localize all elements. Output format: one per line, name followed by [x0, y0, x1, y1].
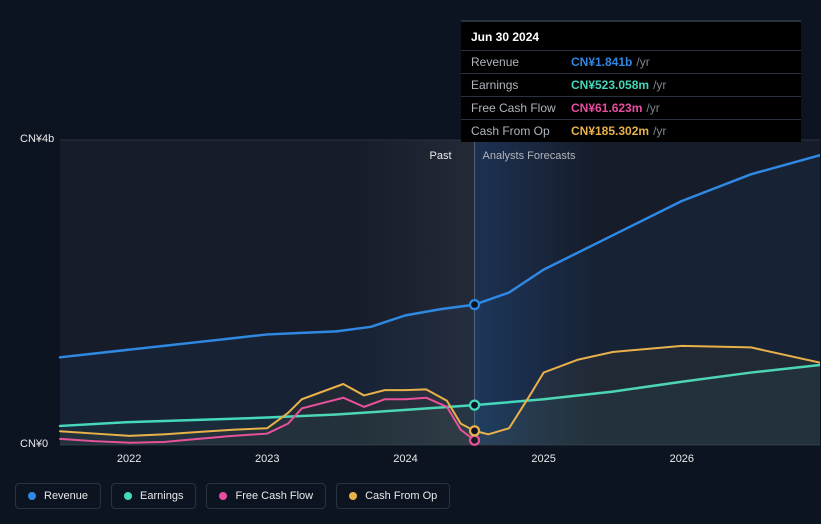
y-axis-label: CN¥0 — [20, 438, 48, 450]
legend-item-label: Revenue — [44, 490, 88, 502]
legend-item-label: Free Cash Flow — [235, 490, 313, 502]
legend-dot-icon — [219, 492, 227, 500]
tooltip-row-label: Cash From Op — [471, 124, 571, 138]
tooltip-row: Free Cash FlowCN¥61.623m/yr — [461, 97, 801, 120]
legend-item-earnings[interactable]: Earnings — [111, 483, 196, 509]
legend-item-fcf[interactable]: Free Cash Flow — [206, 483, 326, 509]
tooltip-row-unit: /yr — [653, 124, 666, 138]
legend-dot-icon — [28, 492, 36, 500]
tooltip-row-value: CN¥185.302m — [571, 124, 649, 138]
tooltip-title: Jun 30 2024 — [461, 22, 801, 51]
tooltip-row-unit: /yr — [636, 55, 649, 69]
tooltip-row: EarningsCN¥523.058m/yr — [461, 74, 801, 97]
x-axis-label: 2022 — [117, 453, 141, 465]
x-axis-label: 2025 — [531, 453, 555, 465]
y-axis-label: CN¥4b — [20, 133, 54, 145]
tooltip-row-unit: /yr — [653, 78, 666, 92]
legend-dot-icon — [124, 492, 132, 500]
tooltip-row-label: Earnings — [471, 78, 571, 92]
tooltip-row-label: Free Cash Flow — [471, 101, 571, 115]
tooltip-row-value: CN¥1.841b — [571, 55, 632, 69]
tooltip-row-label: Revenue — [471, 55, 571, 69]
tooltip-row-unit: /yr — [646, 101, 659, 115]
legend-item-label: Cash From Op — [365, 490, 437, 502]
tooltip-row: RevenueCN¥1.841b/yr — [461, 51, 801, 74]
legend-item-label: Earnings — [140, 490, 183, 502]
forecast-label: Analysts Forecasts — [483, 150, 576, 162]
legend-dot-icon — [349, 492, 357, 500]
tooltip-row-value: CN¥61.623m — [571, 101, 642, 115]
x-axis-label: 2023 — [255, 453, 279, 465]
tooltip: Jun 30 2024RevenueCN¥1.841b/yrEarningsCN… — [461, 20, 801, 142]
tooltip-row: Cash From OpCN¥185.302m/yr — [461, 120, 801, 142]
x-axis-label: 2024 — [393, 453, 417, 465]
past-label: Past — [430, 150, 452, 162]
tooltip-row-value: CN¥523.058m — [571, 78, 649, 92]
legend-item-revenue[interactable]: Revenue — [15, 483, 101, 509]
legend: Revenue Earnings Free Cash Flow Cash From O… — [15, 483, 450, 509]
legend-item-cfo[interactable]: Cash From Op — [336, 483, 450, 509]
x-axis-label: 2026 — [670, 453, 694, 465]
